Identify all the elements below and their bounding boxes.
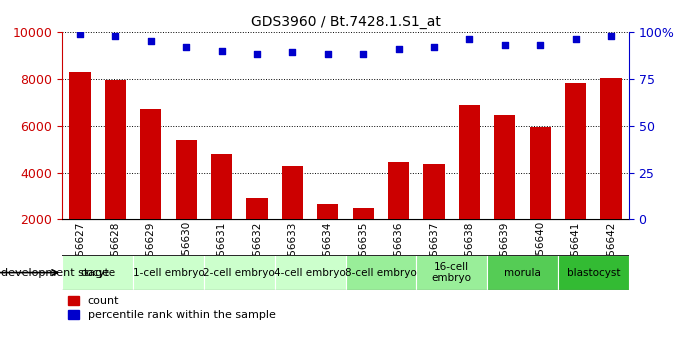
Bar (417, 255, 487, 290)
Text: oocyte: oocyte (80, 268, 115, 278)
Text: 4-cell embryo: 4-cell embryo (274, 268, 346, 278)
Point (216, 48, 227, 53)
Text: GSM456635: GSM456635 (358, 221, 368, 285)
Text: GSM456633: GSM456633 (287, 221, 297, 285)
Point (605, 33, 616, 39)
Bar (104, 80, 126, 266)
Title: GDS3960 / Bt.7428.1.S1_at: GDS3960 / Bt.7428.1.S1_at (251, 16, 440, 29)
Point (500, 42, 511, 48)
Bar (62, 255, 133, 290)
Text: 1-cell embryo: 1-cell embryo (133, 268, 205, 278)
Text: blastocyst: blastocyst (567, 268, 620, 278)
Text: development stage: development stage (1, 268, 108, 278)
Point (322, 52, 333, 57)
Bar (530, 127, 551, 266)
Point (75, 31, 86, 36)
Bar (282, 166, 303, 266)
Text: GSM456627: GSM456627 (75, 221, 85, 285)
Bar (204, 255, 274, 290)
Point (535, 42, 546, 48)
Bar (352, 208, 374, 266)
Bar (140, 109, 161, 266)
Point (252, 52, 263, 57)
Text: morula: morula (504, 268, 541, 278)
Text: GSM456630: GSM456630 (181, 221, 191, 285)
Text: GSM456641: GSM456641 (571, 221, 580, 285)
Bar (317, 204, 339, 266)
Text: 16-cell
embryo: 16-cell embryo (432, 262, 472, 284)
Bar (69, 72, 91, 266)
Bar (176, 140, 197, 266)
Text: GSM456637: GSM456637 (429, 221, 439, 285)
Text: 8-cell embryo: 8-cell embryo (345, 268, 417, 278)
Text: GSM456640: GSM456640 (536, 221, 545, 285)
Bar (494, 115, 515, 266)
Bar (211, 154, 232, 266)
Point (570, 36, 581, 42)
Point (110, 33, 121, 39)
Bar (346, 255, 416, 290)
Bar (274, 255, 346, 290)
Point (287, 50, 298, 55)
Bar (600, 78, 622, 266)
Text: GSM456642: GSM456642 (606, 221, 616, 285)
Point (464, 36, 475, 42)
Text: GSM456636: GSM456636 (394, 221, 404, 285)
Text: GSM456628: GSM456628 (111, 221, 120, 285)
Text: GSM456639: GSM456639 (500, 221, 510, 285)
Bar (133, 255, 204, 290)
Bar (459, 104, 480, 266)
Point (145, 38, 156, 44)
Bar (246, 198, 267, 266)
Bar (487, 255, 558, 290)
Text: GSM456629: GSM456629 (146, 221, 155, 285)
Bar (424, 164, 445, 266)
Legend: count, percentile rank within the sample: count, percentile rank within the sample (68, 296, 276, 320)
Text: GSM456632: GSM456632 (252, 221, 262, 285)
Bar (558, 255, 629, 290)
Bar (388, 162, 409, 266)
Text: 2-cell embryo: 2-cell embryo (203, 268, 275, 278)
Point (180, 44, 191, 50)
Text: GSM456631: GSM456631 (216, 221, 227, 285)
Point (428, 44, 439, 50)
Text: GSM456638: GSM456638 (464, 221, 475, 285)
Text: GSM456634: GSM456634 (323, 221, 333, 285)
Point (358, 52, 369, 57)
Bar (565, 84, 586, 266)
Point (393, 46, 404, 52)
